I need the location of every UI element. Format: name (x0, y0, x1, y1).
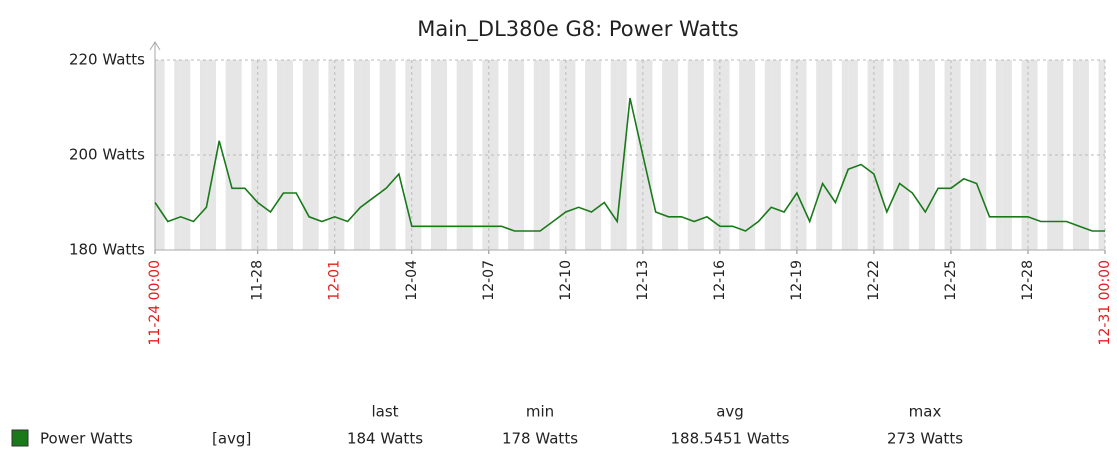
off-hours (251, 60, 258, 250)
x-tick-label: 12-31 00:00 (1097, 260, 1113, 345)
off-hours (456, 60, 464, 250)
off-hours (379, 60, 387, 250)
off-hours (976, 60, 987, 250)
x-tick-label: 12-22 (866, 260, 882, 301)
off-hours (719, 60, 730, 250)
y-tick-label: 200 Watts (69, 146, 145, 164)
legend-header: last (371, 403, 398, 421)
off-hours (873, 60, 884, 250)
off-hours (174, 60, 181, 250)
x-tick-label: 12-19 (789, 260, 805, 301)
x-tick-label: 12-16 (712, 260, 728, 301)
off-hours (1021, 60, 1028, 250)
legend-function: [avg] (212, 430, 251, 448)
x-tick-label: 12-07 (481, 260, 497, 301)
legend-label: Power Watts (40, 430, 133, 448)
chart-title: Main_DL380e G8: Power Watts (417, 17, 738, 42)
off-hours (559, 60, 566, 250)
y-tick-label: 180 Watts (69, 241, 145, 259)
off-hours (514, 60, 525, 250)
off-hours (816, 60, 823, 250)
legend-swatch (11, 429, 29, 447)
legend-header: avg (716, 403, 744, 421)
off-hours (995, 60, 1003, 250)
off-hours (617, 60, 627, 250)
legend-value: 184 Watts (347, 430, 423, 448)
off-hours (411, 60, 422, 250)
off-hours (796, 60, 807, 250)
legend-value: 178 Watts (502, 430, 578, 448)
x-tick-label: 12-10 (558, 260, 574, 301)
off-hours (591, 60, 602, 250)
x-tick-label: 12-04 (404, 260, 420, 301)
data-line (154, 97, 1105, 232)
legend-value: 188.5451 Watts (671, 430, 790, 448)
off-hours (155, 60, 165, 250)
off-hours (636, 60, 643, 250)
off-hours (713, 60, 720, 250)
off-hours (334, 60, 345, 250)
off-hours (540, 60, 550, 250)
off-hours (1098, 60, 1105, 250)
y-axis-arrow (149, 41, 161, 51)
off-hours (437, 60, 448, 250)
legend-header: min (526, 403, 554, 421)
off-hours (1072, 60, 1080, 250)
off-hours (694, 60, 704, 250)
off-hours (1079, 60, 1089, 250)
off-hours (353, 60, 361, 250)
legend-value: 273 Watts (887, 430, 963, 448)
off-hours (232, 60, 242, 250)
off-hours (257, 60, 268, 250)
off-hours (771, 60, 781, 250)
x-tick-label: 12-01 (327, 260, 343, 301)
x-tick-label: 11-24 00:00 (147, 260, 163, 345)
off-hours (1053, 60, 1064, 250)
x-tick-label: 12-28 (1020, 260, 1036, 301)
y-tick-label: 220 Watts (69, 51, 145, 69)
off-hours (893, 60, 900, 250)
off-hours (899, 60, 910, 250)
off-hours (739, 60, 746, 250)
x-tick-label: 12-13 (635, 260, 651, 301)
legend-header: max (909, 403, 942, 421)
off-hours (533, 60, 541, 250)
x-tick-label: 12-25 (943, 260, 959, 301)
x-tick-label: 11-28 (250, 260, 266, 301)
off-hours (918, 60, 926, 250)
off-hours (276, 60, 284, 250)
off-hours (431, 60, 438, 250)
